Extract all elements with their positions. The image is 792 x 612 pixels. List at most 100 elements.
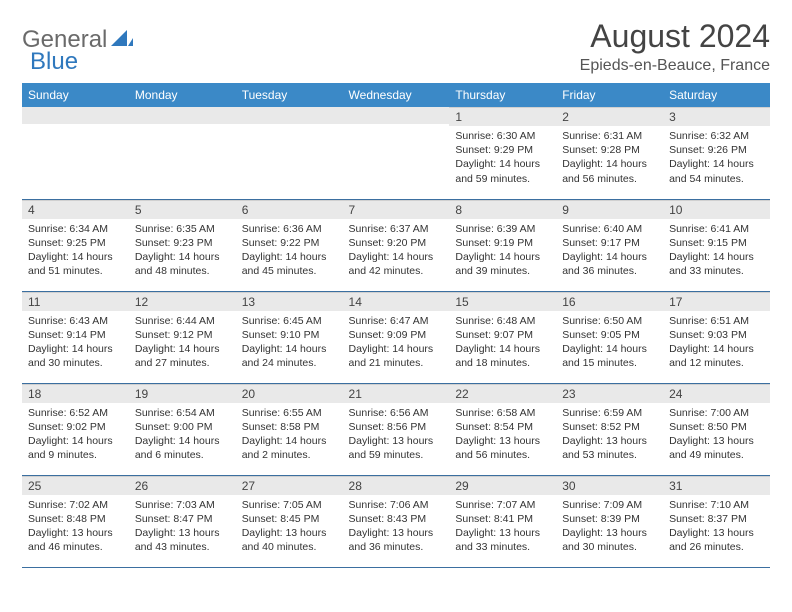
calendar-day-cell: 13 Sunrise: 6:45 AMSunset: 9:10 PMDayligh… xyxy=(236,291,343,383)
day-number: 3 xyxy=(663,107,770,126)
header: General August 2024 Epieds-en-Beauce, Fr… xyxy=(22,18,770,75)
day-details: Sunrise: 6:43 AMSunset: 9:14 PMDaylight:… xyxy=(28,314,123,371)
calendar-day-cell: 12 Sunrise: 6:44 AMSunset: 9:12 PMDayligh… xyxy=(129,291,236,383)
empty-day xyxy=(343,107,450,124)
day-details: Sunrise: 6:56 AMSunset: 8:56 PMDaylight:… xyxy=(349,406,444,463)
logo-word-blue: Blue xyxy=(30,48,78,76)
day-details: Sunrise: 7:03 AMSunset: 8:47 PMDaylight:… xyxy=(135,498,230,555)
day-number: 14 xyxy=(343,292,450,311)
day-details: Sunrise: 7:02 AMSunset: 8:48 PMDaylight:… xyxy=(28,498,123,555)
calendar-week-row: 25 Sunrise: 7:02 AMSunset: 8:48 PMDayligh… xyxy=(22,475,770,567)
calendar-day-cell: 10 Sunrise: 6:41 AMSunset: 9:15 PMDayligh… xyxy=(663,199,770,291)
day-number: 10 xyxy=(663,200,770,219)
day-number: 12 xyxy=(129,292,236,311)
calendar-week-row: 11Sunrise: 6:43 AMSunset: 9:14 PMDayligh… xyxy=(22,291,770,383)
calendar-day-cell: 30 Sunrise: 7:09 AMSunset: 8:39 PMDayligh… xyxy=(556,475,663,567)
calendar-day-cell: 18 Sunrise: 6:52 AMSunset: 9:02 PMDayligh… xyxy=(22,383,129,475)
day-number: 19 xyxy=(129,384,236,403)
logo-sail-icon xyxy=(111,28,133,53)
calendar-day-cell: 15 Sunrise: 6:48 AMSunset: 9:07 PMDayligh… xyxy=(449,291,556,383)
calendar-day-cell: 9Sunrise: 6:40 AMSunset: 9:17 PMDaylight… xyxy=(556,199,663,291)
calendar-day-cell: 1 Sunrise: 6:30 AMSunset: 9:29 PMDaylight… xyxy=(449,107,556,199)
day-number: 26 xyxy=(129,476,236,495)
calendar-day-cell: 28Sunrise: 7:06 AMSunset: 8:43 PMDayligh… xyxy=(343,475,450,567)
calendar-day-cell: 26 Sunrise: 7:03 AMSunset: 8:47 PMDayligh… xyxy=(129,475,236,567)
day-details: Sunrise: 7:09 AMSunset: 8:39 PMDaylight:… xyxy=(562,498,657,555)
calendar-week-row: 18 Sunrise: 6:52 AMSunset: 9:02 PMDayligh… xyxy=(22,383,770,475)
calendar-day-cell: 29Sunrise: 7:07 AMSunset: 8:41 PMDayligh… xyxy=(449,475,556,567)
weekday-header: Monday xyxy=(129,83,236,107)
day-details: Sunrise: 6:58 AMSunset: 8:54 PMDaylight:… xyxy=(455,406,550,463)
month-title: August 2024 xyxy=(580,18,770,55)
day-details: Sunrise: 6:50 AMSunset: 9:05 PMDaylight:… xyxy=(562,314,657,371)
weekday-header: Thursday xyxy=(449,83,556,107)
calendar-week-row: 1 Sunrise: 6:30 AMSunset: 9:29 PMDaylight… xyxy=(22,107,770,199)
day-details: Sunrise: 6:37 AMSunset: 9:20 PMDaylight:… xyxy=(349,222,444,279)
day-number: 13 xyxy=(236,292,343,311)
calendar-day-cell: 16 Sunrise: 6:50 AMSunset: 9:05 PMDayligh… xyxy=(556,291,663,383)
day-details: Sunrise: 6:55 AMSunset: 8:58 PMDaylight:… xyxy=(242,406,337,463)
calendar-table: SundayMondayTuesdayWednesdayThursdayFrid… xyxy=(22,83,770,568)
calendar-day-cell: 24Sunrise: 7:00 AMSunset: 8:50 PMDayligh… xyxy=(663,383,770,475)
day-number: 1 xyxy=(449,107,556,126)
day-number: 7 xyxy=(343,200,450,219)
location-label: Epieds-en-Beauce, France xyxy=(580,57,770,75)
calendar-day-cell: 7 Sunrise: 6:37 AMSunset: 9:20 PMDaylight… xyxy=(343,199,450,291)
weekday-header: Sunday xyxy=(22,83,129,107)
day-number: 28 xyxy=(343,476,450,495)
day-details: Sunrise: 6:41 AMSunset: 9:15 PMDaylight:… xyxy=(669,222,764,279)
day-number: 21 xyxy=(343,384,450,403)
day-details: Sunrise: 6:31 AMSunset: 9:28 PMDaylight:… xyxy=(562,129,657,186)
day-details: Sunrise: 6:47 AMSunset: 9:09 PMDaylight:… xyxy=(349,314,444,371)
day-number: 18 xyxy=(22,384,129,403)
day-details: Sunrise: 7:10 AMSunset: 8:37 PMDaylight:… xyxy=(669,498,764,555)
day-details: Sunrise: 6:39 AMSunset: 9:19 PMDaylight:… xyxy=(455,222,550,279)
day-number: 20 xyxy=(236,384,343,403)
calendar-day-cell: 23 Sunrise: 6:59 AMSunset: 8:52 PMDayligh… xyxy=(556,383,663,475)
calendar-day-cell xyxy=(22,107,129,199)
calendar-day-cell: 6 Sunrise: 6:36 AMSunset: 9:22 PMDaylight… xyxy=(236,199,343,291)
day-details: Sunrise: 6:36 AMSunset: 9:22 PMDaylight:… xyxy=(242,222,337,279)
calendar-day-cell: 5Sunrise: 6:35 AMSunset: 9:23 PMDaylight… xyxy=(129,199,236,291)
day-number: 23 xyxy=(556,384,663,403)
day-details: Sunrise: 7:05 AMSunset: 8:45 PMDaylight:… xyxy=(242,498,337,555)
empty-day xyxy=(22,107,129,124)
weekday-header: Friday xyxy=(556,83,663,107)
calendar-day-cell: 3Sunrise: 6:32 AMSunset: 9:26 PMDaylight… xyxy=(663,107,770,199)
calendar-day-cell: 4Sunrise: 6:34 AMSunset: 9:25 PMDaylight… xyxy=(22,199,129,291)
day-details: Sunrise: 6:52 AMSunset: 9:02 PMDaylight:… xyxy=(28,406,123,463)
title-block: August 2024 Epieds-en-Beauce, France xyxy=(580,18,770,75)
day-number: 6 xyxy=(236,200,343,219)
day-number: 25 xyxy=(22,476,129,495)
empty-day xyxy=(236,107,343,124)
calendar-day-cell: 8 Sunrise: 6:39 AMSunset: 9:19 PMDaylight… xyxy=(449,199,556,291)
calendar-day-cell: 20 Sunrise: 6:55 AMSunset: 8:58 PMDayligh… xyxy=(236,383,343,475)
weekday-header: Wednesday xyxy=(343,83,450,107)
calendar-day-cell: 22Sunrise: 6:58 AMSunset: 8:54 PMDayligh… xyxy=(449,383,556,475)
calendar-day-cell: 2Sunrise: 6:31 AMSunset: 9:28 PMDaylight… xyxy=(556,107,663,199)
day-details: Sunrise: 6:54 AMSunset: 9:00 PMDaylight:… xyxy=(135,406,230,463)
day-details: Sunrise: 6:48 AMSunset: 9:07 PMDaylight:… xyxy=(455,314,550,371)
day-details: Sunrise: 6:59 AMSunset: 8:52 PMDaylight:… xyxy=(562,406,657,463)
day-number: 5 xyxy=(129,200,236,219)
weekday-header: Saturday xyxy=(663,83,770,107)
day-number: 30 xyxy=(556,476,663,495)
calendar-day-cell xyxy=(129,107,236,199)
day-details: Sunrise: 6:30 AMSunset: 9:29 PMDaylight:… xyxy=(455,129,550,186)
calendar-day-cell: 19 Sunrise: 6:54 AMSunset: 9:00 PMDayligh… xyxy=(129,383,236,475)
calendar-header-row: SundayMondayTuesdayWednesdayThursdayFrid… xyxy=(22,83,770,107)
calendar-day-cell: 14 Sunrise: 6:47 AMSunset: 9:09 PMDayligh… xyxy=(343,291,450,383)
day-number: 15 xyxy=(449,292,556,311)
day-number: 9 xyxy=(556,200,663,219)
day-details: Sunrise: 6:45 AMSunset: 9:10 PMDaylight:… xyxy=(242,314,337,371)
calendar-day-cell xyxy=(236,107,343,199)
day-details: Sunrise: 6:44 AMSunset: 9:12 PMDaylight:… xyxy=(135,314,230,371)
day-number: 31 xyxy=(663,476,770,495)
day-details: Sunrise: 6:51 AMSunset: 9:03 PMDaylight:… xyxy=(669,314,764,371)
calendar-day-cell: 27Sunrise: 7:05 AMSunset: 8:45 PMDayligh… xyxy=(236,475,343,567)
day-number: 24 xyxy=(663,384,770,403)
day-number: 8 xyxy=(449,200,556,219)
empty-day xyxy=(129,107,236,124)
day-number: 4 xyxy=(22,200,129,219)
day-number: 16 xyxy=(556,292,663,311)
